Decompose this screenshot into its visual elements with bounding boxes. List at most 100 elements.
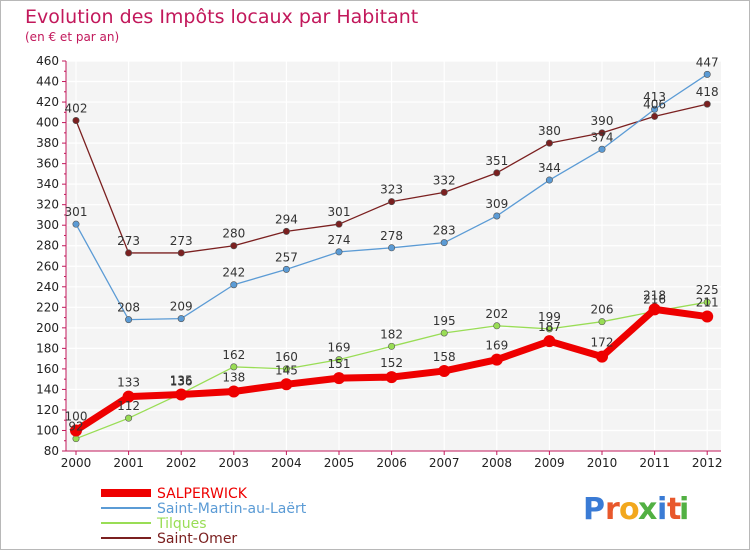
data-label-tilques-2012: 225 bbox=[696, 283, 719, 297]
data-label-saint-martin-au-la-rt-2012: 447 bbox=[696, 55, 719, 69]
logo-letter-2: o bbox=[619, 492, 640, 527]
y-tick-label-400: 400 bbox=[36, 116, 59, 130]
data-label-saint-omer-2003: 280 bbox=[222, 227, 245, 241]
point-saint-omer-2005 bbox=[335, 220, 343, 228]
point-saint-omer-2009 bbox=[545, 139, 553, 147]
data-label-saint-omer-2009: 380 bbox=[538, 124, 561, 138]
data-label-salperwick-2007: 158 bbox=[433, 350, 456, 364]
data-label-salperwick-2002: 135 bbox=[170, 374, 193, 388]
point-saint-martin-au-la-rt-2006 bbox=[388, 244, 396, 252]
data-label-salperwick-2004: 145 bbox=[275, 363, 298, 377]
chart-title: Evolution des Impôts locaux par Habitant bbox=[25, 6, 418, 28]
point-saint-martin-au-la-rt-2009 bbox=[545, 176, 553, 184]
data-label-saint-martin-au-la-rt-2011: 413 bbox=[643, 90, 666, 104]
data-label-saint-martin-au-la-rt-2004: 257 bbox=[275, 250, 298, 264]
y-tick-label-420: 420 bbox=[36, 95, 59, 109]
x-tick-label-2001: 2001 bbox=[113, 456, 144, 470]
data-label-tilques-2004: 160 bbox=[275, 350, 298, 364]
y-tick-label-180: 180 bbox=[36, 341, 59, 355]
point-salperwick-2007 bbox=[438, 364, 451, 377]
x-tick-label-2000: 2000 bbox=[61, 456, 92, 470]
data-label-saint-martin-au-la-rt-2000: 301 bbox=[65, 205, 88, 219]
plot-background bbox=[66, 61, 721, 451]
logo-letter-1: r bbox=[605, 492, 620, 527]
data-label-salperwick-2011: 218 bbox=[643, 288, 666, 302]
point-saint-omer-2012 bbox=[703, 100, 711, 108]
y-tick-label-200: 200 bbox=[36, 321, 59, 335]
point-salperwick-2008 bbox=[490, 353, 503, 366]
series-layer bbox=[70, 70, 714, 443]
point-tilques-2004 bbox=[282, 365, 290, 373]
point-tilques-2010 bbox=[598, 318, 606, 326]
data-label-tilques-2000: 92 bbox=[68, 420, 83, 434]
legend: SALPERWICKSaint-Martin-au-LaërtTilquesSa… bbox=[101, 486, 307, 547]
data-label-tilques-2010: 206 bbox=[591, 303, 614, 317]
data-label-salperwick-2000: 100 bbox=[65, 409, 88, 423]
x-tick-label-2010: 2010 bbox=[587, 456, 618, 470]
point-saint-omer-2007 bbox=[440, 188, 448, 196]
y-tick-label-280: 280 bbox=[36, 239, 59, 253]
data-label-saint-martin-au-la-rt-2006: 278 bbox=[380, 229, 403, 243]
data-label-saint-martin-au-la-rt-2008: 309 bbox=[485, 197, 508, 211]
point-saint-omer-2004 bbox=[282, 227, 290, 235]
data-label-salperwick-2005: 151 bbox=[328, 357, 351, 371]
y-tick-label-240: 240 bbox=[36, 280, 59, 294]
data-label-saint-omer-2001: 273 bbox=[117, 234, 140, 248]
logo-letter-6: i bbox=[679, 492, 689, 527]
point-salperwick-2009 bbox=[543, 335, 556, 348]
logo-letter-5: t bbox=[667, 492, 681, 527]
x-tick-label-2007: 2007 bbox=[429, 456, 460, 470]
point-saint-martin-au-la-rt-2005 bbox=[335, 248, 343, 256]
x-tick-label-2006: 2006 bbox=[376, 456, 407, 470]
x-tick-label-2011: 2011 bbox=[639, 456, 670, 470]
point-tilques-2001 bbox=[125, 414, 133, 422]
x-tick-label-2009: 2009 bbox=[534, 456, 565, 470]
legend-label-saint-omer: Saint-Omer bbox=[157, 531, 237, 547]
point-salperwick-2005 bbox=[333, 372, 345, 385]
point-saint-martin-au-la-rt-2003 bbox=[230, 281, 238, 289]
y-tick-label-120: 120 bbox=[36, 403, 59, 417]
data-label-saint-omer-2007: 332 bbox=[433, 173, 456, 187]
point-salperwick-2010 bbox=[596, 350, 608, 363]
point-tilques-2006 bbox=[388, 342, 396, 350]
point-saint-omer-2011 bbox=[651, 112, 659, 120]
point-saint-martin-au-la-rt-2000 bbox=[72, 220, 80, 228]
y-tick-label-100: 100 bbox=[36, 423, 59, 437]
point-saint-omer-2002 bbox=[177, 249, 185, 257]
y-tick-label-320: 320 bbox=[36, 198, 59, 212]
data-label-salperwick-2008: 169 bbox=[485, 339, 508, 353]
point-salperwick-2001 bbox=[122, 390, 135, 403]
y-tick-label-220: 220 bbox=[36, 300, 59, 314]
data-labels: 402 273 273 280 294 301 323 332 351 380 390 406 418 3… bbox=[65, 55, 719, 433]
y-tick-label-300: 300 bbox=[36, 218, 59, 232]
data-label-saint-martin-au-la-rt-2005: 274 bbox=[328, 233, 351, 247]
y-tick-label-260: 260 bbox=[36, 259, 59, 273]
x-tick-label-2003: 2003 bbox=[219, 456, 250, 470]
point-saint-omer-2006 bbox=[388, 198, 396, 206]
data-label-salperwick-2003: 138 bbox=[222, 370, 245, 384]
axes: 80 100 120 140 160 180 200 220 240 260 280 300 320 34… bbox=[36, 54, 722, 470]
data-label-saint-omer-2008: 351 bbox=[485, 154, 508, 168]
point-saint-omer-2003 bbox=[230, 242, 238, 250]
data-label-saint-martin-au-la-rt-2001: 208 bbox=[117, 301, 140, 315]
point-saint-omer-2008 bbox=[493, 169, 501, 177]
data-label-saint-omer-2004: 294 bbox=[275, 212, 298, 226]
point-saint-martin-au-la-rt-2001 bbox=[125, 316, 133, 324]
data-label-saint-martin-au-la-rt-2002: 209 bbox=[170, 300, 193, 314]
data-label-salperwick-2006: 152 bbox=[380, 356, 403, 370]
point-saint-martin-au-la-rt-2004 bbox=[282, 265, 290, 273]
point-salperwick-2000 bbox=[70, 424, 82, 437]
point-salperwick-2006 bbox=[385, 371, 398, 384]
data-label-saint-omer-2012: 418 bbox=[696, 85, 719, 99]
x-tick-label-2004: 2004 bbox=[271, 456, 302, 470]
point-saint-omer-2001 bbox=[125, 249, 133, 257]
data-label-saint-omer-2006: 323 bbox=[380, 183, 403, 197]
point-saint-martin-au-la-rt-2007 bbox=[440, 239, 448, 247]
point-tilques-2008 bbox=[493, 322, 501, 330]
legend-label-salperwick: SALPERWICK bbox=[157, 486, 248, 502]
legend-label-saint-martin-au-la-rt: Saint-Martin-au-Laërt bbox=[157, 501, 307, 517]
x-tick-label-2005: 2005 bbox=[324, 456, 355, 470]
x-tick-label-2002: 2002 bbox=[166, 456, 197, 470]
